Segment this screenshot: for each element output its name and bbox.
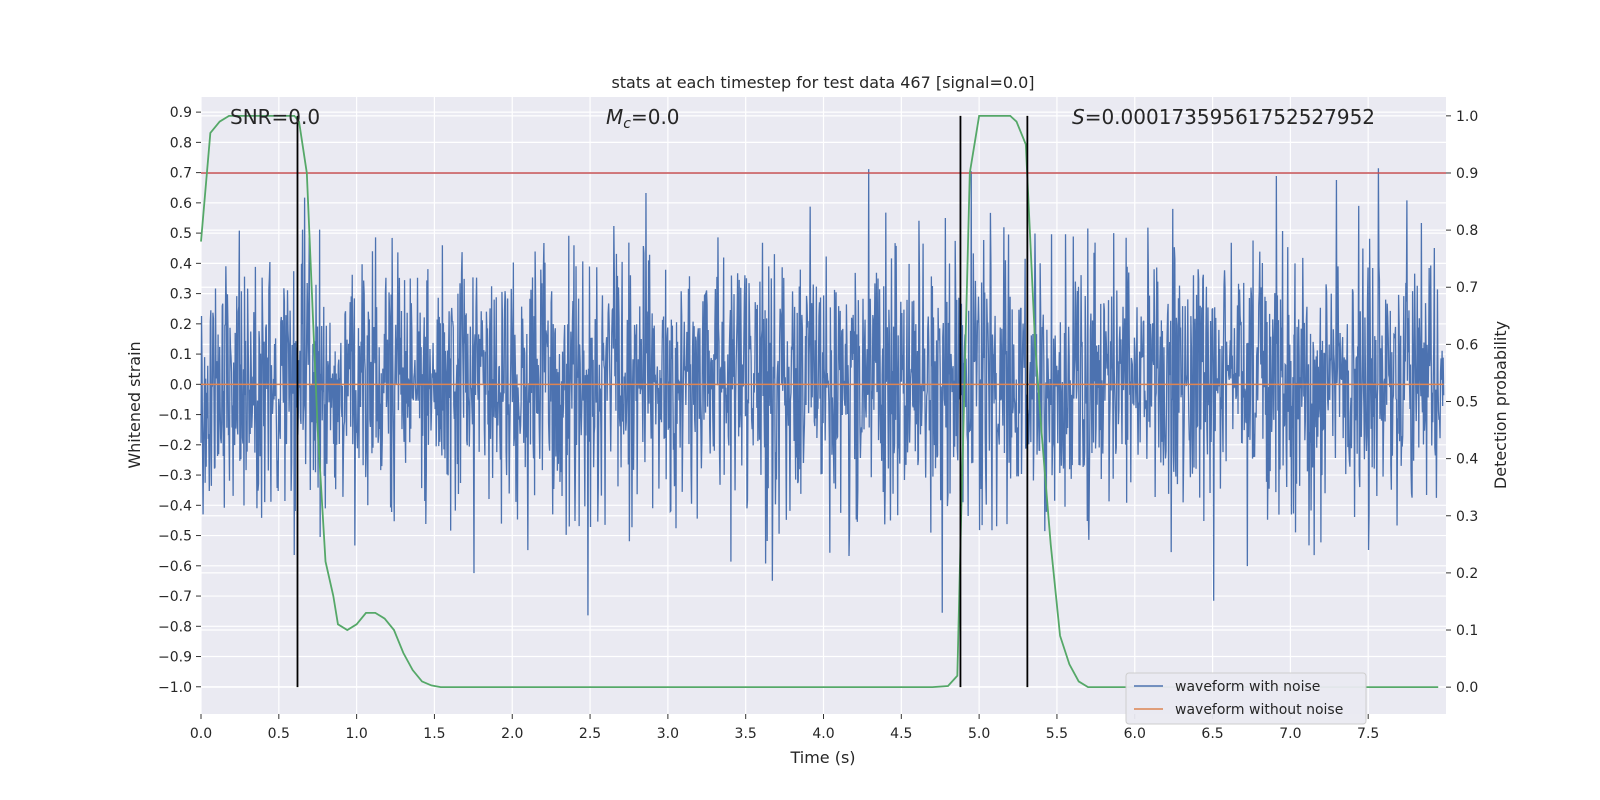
- x-axis-ticks: 0.0 0.5 1.0 1.5 2.0 2.5 3.0 3.5 4.0 4.5 5.0 5.5 6.0 6…: [190, 714, 1379, 742]
- x-tick-label-0: 0.0: [190, 726, 212, 742]
- yl-tick-label-8: 0.1: [170, 347, 192, 363]
- x-tick-label-9: 4.5: [890, 726, 912, 742]
- mc-subscript: c: [623, 116, 631, 132]
- yl-tick-label-19: −1.0: [158, 680, 192, 696]
- x-tick-label-15: 7.5: [1357, 726, 1379, 742]
- vertical-markers: [296, 115, 1029, 688]
- yl-tick-label-7: 0.2: [170, 317, 192, 333]
- yl-tick-label-0: 0.9: [170, 105, 192, 121]
- y-axis-right-label: Detection probability: [1491, 321, 1510, 489]
- yl-tick-label-10: −0.1: [158, 408, 192, 424]
- y-axis-left-label: Whitened strain: [125, 341, 144, 468]
- yl-tick-label-3: 0.6: [170, 196, 192, 212]
- yr-tick-label-5: 0.5: [1456, 395, 1478, 411]
- yl-tick-label-13: −0.4: [158, 498, 192, 514]
- mc-value: =0.0: [631, 105, 680, 129]
- yr-tick-label-7: 0.3: [1456, 509, 1478, 525]
- x-tick-label-7: 3.5: [735, 726, 757, 742]
- yr-tick-label-3: 0.7: [1456, 280, 1478, 296]
- series-detection-probability: [200, 114, 1439, 689]
- yr-tick-label-2: 0.8: [1456, 223, 1478, 239]
- x-tick-label-5: 2.5: [579, 726, 601, 742]
- yr-tick-label-1: 0.9: [1456, 166, 1478, 182]
- yl-tick-label-2: 0.7: [170, 166, 192, 182]
- s-value: =0.00017359561752527952: [1085, 105, 1375, 129]
- x-tick-label-12: 6.0: [1124, 726, 1146, 742]
- x-tick-label-13: 6.5: [1201, 726, 1223, 742]
- x-tick-label-6: 3.0: [657, 726, 679, 742]
- y-axis-left-ticks: 0.9 0.8 0.7 0.6 0.5 0.4 0.3 0.2 0.1 0.0 −0.1 −0.2 −0…: [158, 105, 201, 696]
- y-axis-right-ticks: 1.0 0.9 0.8 0.7 0.6 0.5 0.4 0.3 0.2 0.1 0.0: [1446, 109, 1478, 696]
- x-tick-label-3: 1.5: [423, 726, 445, 742]
- s-symbol: S: [1072, 105, 1085, 129]
- yl-tick-label-1: 0.8: [170, 135, 192, 151]
- x-tick-label-11: 5.5: [1046, 726, 1068, 742]
- yl-tick-label-16: −0.7: [158, 589, 192, 605]
- mc-symbol: M: [606, 105, 623, 129]
- yr-tick-label-0: 1.0: [1456, 109, 1478, 125]
- legend: waveform with noise waveform without noi…: [1125, 672, 1367, 725]
- yl-tick-label-6: 0.3: [170, 287, 192, 303]
- yr-tick-label-4: 0.6: [1456, 337, 1478, 353]
- yl-tick-label-17: −0.8: [158, 619, 192, 635]
- legend-label-clean: waveform without noise: [1175, 702, 1343, 718]
- x-tick-label-8: 4.0: [812, 726, 834, 742]
- yl-tick-label-14: −0.5: [158, 529, 192, 545]
- x-tick-label-14: 7.0: [1279, 726, 1301, 742]
- yl-tick-label-15: −0.6: [158, 559, 192, 575]
- probability-line: [200, 114, 1439, 689]
- snr-annotation: SNR=0.0: [230, 105, 320, 129]
- yr-tick-label-10: 0.0: [1456, 680, 1478, 696]
- chart-title: stats at each timestep for test data 467…: [611, 73, 1034, 92]
- s-annotation: S=0.00017359561752527952: [1072, 105, 1375, 129]
- legend-label-noise: waveform with noise: [1175, 679, 1320, 695]
- mc-annotation: Mc=0.0: [606, 105, 680, 132]
- yl-tick-label-18: −0.9: [158, 650, 192, 666]
- yl-tick-label-4: 0.5: [170, 226, 192, 242]
- yr-tick-label-9: 0.1: [1456, 623, 1478, 639]
- yr-tick-label-8: 0.2: [1456, 566, 1478, 582]
- legend-box: [1125, 672, 1367, 725]
- x-tick-label-10: 5.0: [968, 726, 990, 742]
- yl-tick-label-9: 0.0: [170, 377, 192, 393]
- x-tick-label-1: 0.5: [268, 726, 290, 742]
- yl-tick-label-5: 0.4: [170, 256, 192, 272]
- x-tick-label-2: 1.0: [345, 726, 367, 742]
- x-tick-label-4: 2.0: [501, 726, 523, 742]
- yr-tick-label-6: 0.4: [1456, 452, 1478, 468]
- yl-tick-label-12: −0.3: [158, 468, 192, 484]
- x-axis-label: Time (s): [789, 748, 855, 767]
- yl-tick-label-11: −0.2: [158, 438, 192, 454]
